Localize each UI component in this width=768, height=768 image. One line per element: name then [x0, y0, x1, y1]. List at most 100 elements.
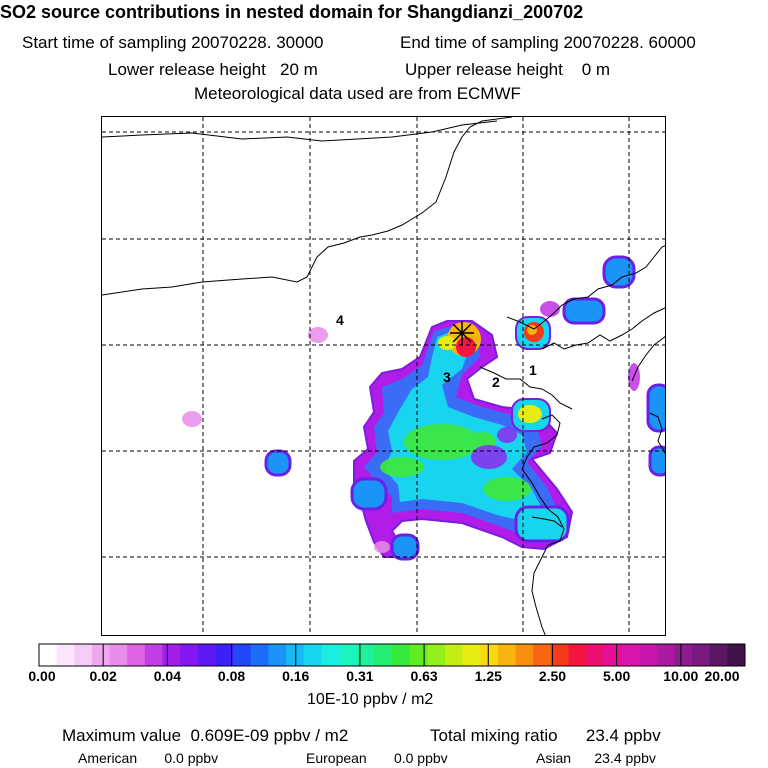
border-north [102, 117, 513, 296]
coast-liaodong [541, 307, 665, 350]
colorbar-cell [409, 644, 428, 666]
blob-sw-faint [374, 541, 390, 553]
colorbar-cell [303, 644, 322, 666]
coast-bohai-inner [479, 366, 573, 410]
colorbar-cell [56, 644, 75, 666]
colorbar-cell [144, 644, 164, 666]
colorbar-cell [586, 644, 605, 666]
concentration-field [182, 255, 665, 561]
blob-sw-2 [390, 533, 420, 561]
colorbar-tick-label: 0.00 [28, 668, 56, 684]
map-panel: 4 3 2 1 [101, 116, 666, 636]
colorbar-cell [480, 644, 499, 666]
upper-release-height-label: Upper release height 0 m [405, 60, 611, 79]
colorbar-cell [74, 644, 93, 666]
colorbar-cell [39, 644, 58, 666]
coast-bohai [506, 245, 665, 330]
colorbar-cell [268, 644, 287, 666]
colorbar-tick-label: 0.02 [89, 668, 117, 684]
colorbar-cell [250, 644, 269, 666]
chart-title: SO2 source contributions in nested domai… [0, 2, 584, 22]
plume-violet-2 [497, 427, 517, 443]
coastlines [102, 117, 665, 635]
colorbar-cell [233, 644, 252, 666]
total-mixing-ratio-label: Total mixing ratio 23.4 ppbv [430, 726, 661, 745]
colorbar-cell [550, 644, 569, 666]
colorbar-tick-label: 0.04 [153, 668, 181, 684]
blob-e-1 [646, 383, 665, 433]
blob-e-2 [648, 445, 665, 477]
european-contribution: European 0.0 ppbv [306, 750, 448, 766]
blob-ne-2 [562, 297, 606, 325]
colorbar-cell [497, 644, 517, 666]
site-label-3: 3 [443, 369, 451, 385]
colorbar-cell [568, 644, 587, 666]
colorbar-tick-label: 0.08 [217, 668, 246, 684]
grid-lines [102, 117, 665, 635]
colorbar-tick-label: 20.00 [704, 668, 740, 684]
plume-green-3 [483, 477, 531, 501]
colorbar-cell [603, 644, 622, 666]
blob-sw-1 [350, 477, 388, 511]
colorbar-cell [727, 644, 746, 666]
start-time-label: Start time of sampling 20070228. 30000 [22, 33, 324, 52]
coast-shandong [521, 414, 565, 635]
site-label-1: 1 [529, 362, 537, 378]
blob-ne-fade [540, 301, 560, 317]
colorbar-cell [462, 644, 481, 666]
maximum-value-label: Maximum value 0.609E-09 ppbv / m2 [62, 726, 349, 745]
colorbar-cell [162, 644, 181, 666]
colorbar-tick-label: 5.00 [603, 668, 631, 684]
colorbar-cell [427, 644, 446, 666]
colorbar-cell [621, 644, 640, 666]
border-mongolia [102, 120, 498, 142]
colorbar-cell [656, 644, 675, 666]
colorbar-tick-label: 0.31 [346, 668, 374, 684]
colorbar-cell [215, 644, 234, 666]
lower-release-height-label: Lower release height 20 m [108, 60, 318, 79]
colorbar-cell [374, 644, 393, 666]
colorbar-tick-label: 1.25 [474, 668, 502, 684]
colorbar-cell [444, 644, 464, 666]
plume-violet-1 [471, 445, 507, 469]
colorbar-cell [392, 644, 411, 666]
coast-yangtze [531, 516, 563, 528]
colorbar-cell [674, 644, 693, 666]
site-label-4: 4 [336, 312, 344, 328]
asterisk-icon [450, 321, 474, 345]
colorbar-tick-label: 2.50 [538, 668, 567, 684]
asian-contribution: Asian 23.4 ppbv [536, 750, 656, 766]
colorbar-cell [286, 644, 305, 666]
blob-ne-1 [602, 255, 636, 289]
coast-korea2 [649, 412, 665, 455]
colorbar-cell [321, 644, 340, 666]
plume-green-2 [380, 457, 424, 477]
hotspot-1-core [527, 325, 537, 335]
colorbar-cell [197, 644, 216, 666]
colorbar-cell [180, 644, 199, 666]
colorbar-tick-label: 0.16 [282, 668, 310, 684]
colorbar-cell [709, 644, 728, 666]
colorbar-cell [127, 644, 146, 666]
american-contribution: American 0.0 ppbv [78, 750, 219, 766]
colorbar-units-label: 10E-10 ppbv / m2 [307, 691, 434, 708]
colorbar-cell [356, 644, 375, 666]
meteorological-data-label: Meteorological data used are from ECMWF [194, 84, 521, 103]
colorbar [38, 643, 746, 667]
site-label-2: 2 [492, 374, 500, 390]
end-time-label: End time of sampling 20070228. 60000 [400, 33, 696, 52]
hotspot-east-inner [518, 405, 542, 423]
map-canvas [102, 117, 665, 635]
colorbar-cell [91, 644, 111, 666]
colorbar-cell [109, 644, 128, 666]
colorbar-cell [515, 644, 534, 666]
colorbar-frame [38, 643, 746, 667]
colorbar-cell [339, 644, 358, 666]
colorbar-tick-label: 10.00 [663, 668, 699, 684]
colorbar-cell [692, 644, 711, 666]
plume-cyan [384, 331, 542, 521]
hotspot-receptor-inner [456, 337, 476, 357]
coast-korea [631, 335, 665, 382]
blob-w-1 [264, 449, 292, 477]
colorbar-tick-label: 0.63 [410, 668, 438, 684]
